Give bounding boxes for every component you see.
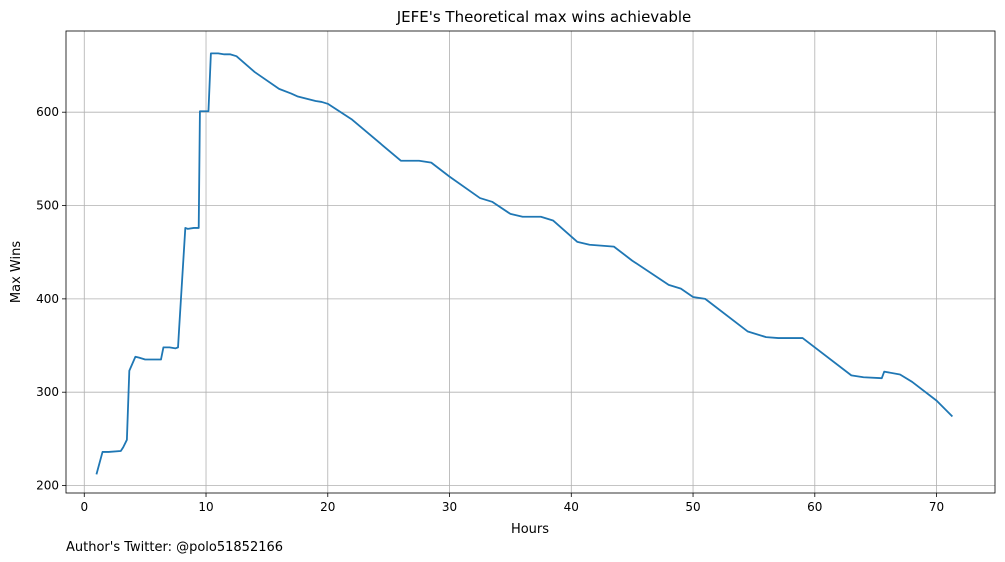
- x-tick-label: 70: [929, 500, 944, 514]
- x-tick-label: 0: [80, 500, 88, 514]
- y-tick-label: 300: [36, 385, 59, 399]
- x-tick-label: 50: [685, 500, 700, 514]
- y-tick-label: 400: [36, 292, 59, 306]
- x-tick-label: 60: [807, 500, 822, 514]
- y-tick-label: 200: [36, 479, 59, 493]
- series-line-max-wins: [95, 52, 954, 475]
- x-axis-label: Hours: [511, 522, 549, 537]
- plot-frame: [65, 30, 996, 494]
- x-tick-label: 20: [320, 500, 335, 514]
- y-axis-label: Max Wins: [9, 241, 24, 303]
- chart-title: JEFE's Theoretical max wins achievable: [396, 8, 692, 26]
- author-twitter-note: Author's Twitter: @polo51852166: [66, 540, 283, 555]
- axis-ticks: 0 10 20 30 40 50 60 70 200 300 400 500 600: [36, 105, 944, 514]
- y-tick-label: 500: [36, 199, 59, 213]
- grid: [66, 31, 995, 493]
- x-tick-label: 30: [442, 500, 457, 514]
- x-tick-label: 40: [564, 500, 579, 514]
- y-tick-label: 600: [36, 105, 59, 119]
- x-tick-label: 10: [198, 500, 213, 514]
